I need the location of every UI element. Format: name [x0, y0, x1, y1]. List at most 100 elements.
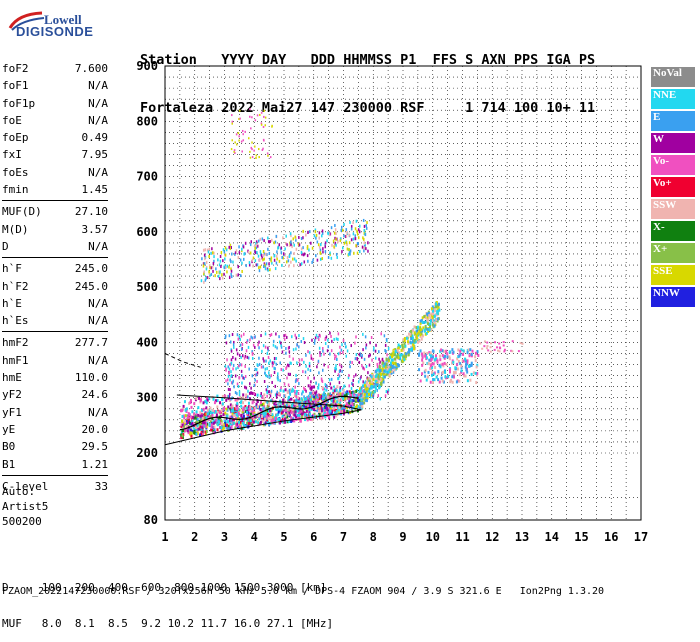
- param-row-b1: B1 1.21: [2, 456, 108, 473]
- station-header: Station YYYY DAY DDD HHMMSS P1 FFS S AXN…: [140, 20, 595, 132]
- logo-line2: DIGISONDE: [16, 24, 94, 39]
- x-tick-label: 1: [161, 530, 168, 544]
- param-name: hmF2: [2, 336, 29, 350]
- param-separator: [2, 200, 108, 202]
- legend-item-noval: NoVal: [651, 67, 695, 87]
- x-tick-label: 6: [310, 530, 317, 544]
- y-tick-label: 80: [144, 513, 158, 527]
- param-row-yf1: yF1 N/A: [2, 404, 108, 421]
- param-value: N/A: [88, 239, 108, 253]
- param-value: 33: [94, 479, 108, 493]
- x-tick-label: 14: [545, 530, 559, 544]
- param-name: foEp: [2, 131, 29, 145]
- param-value: 245.0: [74, 279, 108, 293]
- y-tick-labels: 900 800 700 600 500 400 300 200 80: [136, 59, 158, 527]
- legend-item-vo: Vo-: [651, 155, 695, 175]
- x-tick-label: 9: [399, 530, 406, 544]
- legend-item-sse: SSE: [651, 265, 695, 285]
- param-name: MUF(D): [2, 205, 42, 219]
- param-row-clevel: C-level 33: [2, 478, 108, 495]
- x-tick-label: 4: [251, 530, 258, 544]
- profile-curves: [164, 353, 362, 446]
- param-row-mufd: MUF(D) 27.10: [2, 203, 108, 220]
- param-name: C-level: [2, 479, 49, 493]
- legend-item-x: X+: [651, 243, 695, 263]
- param-name: h`F: [2, 262, 22, 276]
- param-name: hmF1: [2, 353, 29, 367]
- profile-curve: [164, 394, 362, 446]
- echo-points: [179, 108, 524, 440]
- x-tick-label: 2: [191, 530, 198, 544]
- legend-item-ssw: SSW: [651, 199, 695, 219]
- param-row-foe: foE N/A: [2, 112, 108, 129]
- param-name: D: [2, 239, 9, 253]
- param-value: 24.6: [81, 388, 109, 402]
- x-tick-label: 5: [280, 530, 287, 544]
- header-values: Fortaleza 2022 Mai27 147 230000 RSF 1 71…: [140, 100, 596, 116]
- param-row-md: M(D) 3.57: [2, 221, 108, 238]
- legend-item-e: E: [651, 111, 695, 131]
- legend-item-w: W: [651, 133, 695, 153]
- x-tick-label: 11: [455, 530, 469, 544]
- param-name: foF1: [2, 79, 29, 93]
- param-row-hf: h`F 245.0: [2, 260, 108, 277]
- param-name: foEs: [2, 165, 29, 179]
- param-value: N/A: [88, 353, 108, 367]
- x-tick-label: 16: [604, 530, 618, 544]
- legend-item-x: X-: [651, 221, 695, 241]
- param-name: h`Es: [2, 314, 29, 328]
- param-value: N/A: [88, 296, 108, 310]
- param-value: N/A: [88, 96, 108, 110]
- y-tick-label: 500: [136, 280, 158, 294]
- header-labels: Station YYYY DAY DDD HHMMSS P1 FFS S AXN…: [140, 52, 596, 68]
- param-value: N/A: [88, 79, 108, 93]
- param-value: 245.0: [74, 262, 108, 276]
- param-value: 0.49: [81, 131, 109, 145]
- param-value: 29.5: [81, 440, 109, 454]
- auto-scaling-info: Auto: Artist5 500200: [2, 484, 48, 529]
- param-name: foE: [2, 113, 22, 127]
- param-row-hes: h`Es N/A: [2, 312, 108, 329]
- param-value: 1.45: [81, 183, 109, 197]
- param-row-hf2: h`F2 245.0: [2, 278, 108, 295]
- param-row-hme: hmE 110.0: [2, 369, 108, 386]
- param-name: B0: [2, 440, 16, 454]
- y-tick-label: 400: [136, 335, 158, 349]
- param-separator: [2, 474, 108, 476]
- param-value: 7.600: [74, 62, 108, 75]
- param-name: foF1p: [2, 96, 36, 110]
- param-value: 7.95: [81, 148, 109, 162]
- param-name: foF2: [2, 62, 29, 75]
- param-name: yF1: [2, 405, 22, 419]
- x-tick-label: 12: [485, 530, 499, 544]
- param-row-fof1p: foF1p N/A: [2, 95, 108, 112]
- file-info: FZAOM_2022147230000.RSF / 320fx256h 50 k…: [2, 586, 605, 597]
- x-tick-label: 15: [574, 530, 588, 544]
- x-tick-label: 7: [340, 530, 347, 544]
- y-tick-label: 600: [136, 225, 158, 239]
- auto-code: 500200: [2, 515, 42, 528]
- ionogram-chart: 1 2 3 4 5 6 7 8 9 10 11 12 13 14 15 16 17 90080070060050…: [136, 59, 648, 544]
- param-name: fmin: [2, 183, 29, 197]
- x-tick-label: 8: [370, 530, 377, 544]
- param-separator: [2, 257, 108, 259]
- param-row-b0: B0 29.5: [2, 438, 108, 455]
- x-tick-label: 3: [221, 530, 228, 544]
- plot-frame: [164, 65, 642, 521]
- y-tick-label: 300: [136, 391, 158, 405]
- legend-item-nne: NNE: [651, 89, 695, 109]
- param-row-ye: yE 20.0: [2, 421, 108, 438]
- param-value: 3.57: [81, 222, 109, 236]
- param-value: N/A: [88, 314, 108, 328]
- param-name: M(D): [2, 222, 29, 236]
- y-tick-label: 200: [136, 446, 158, 460]
- auto-program: Artist5: [2, 500, 49, 513]
- y-tick-label: 900: [136, 59, 158, 73]
- param-row-yf2: yF2 24.6: [2, 386, 108, 403]
- param-separator: [2, 331, 108, 333]
- y-tick-label: 800: [136, 114, 158, 128]
- param-row-foes: foEs N/A: [2, 164, 108, 181]
- param-row-fxi: fxI 7.95: [2, 146, 108, 163]
- param-name: yF2: [2, 388, 22, 402]
- param-row-hmf1: hmF1 N/A: [2, 352, 108, 369]
